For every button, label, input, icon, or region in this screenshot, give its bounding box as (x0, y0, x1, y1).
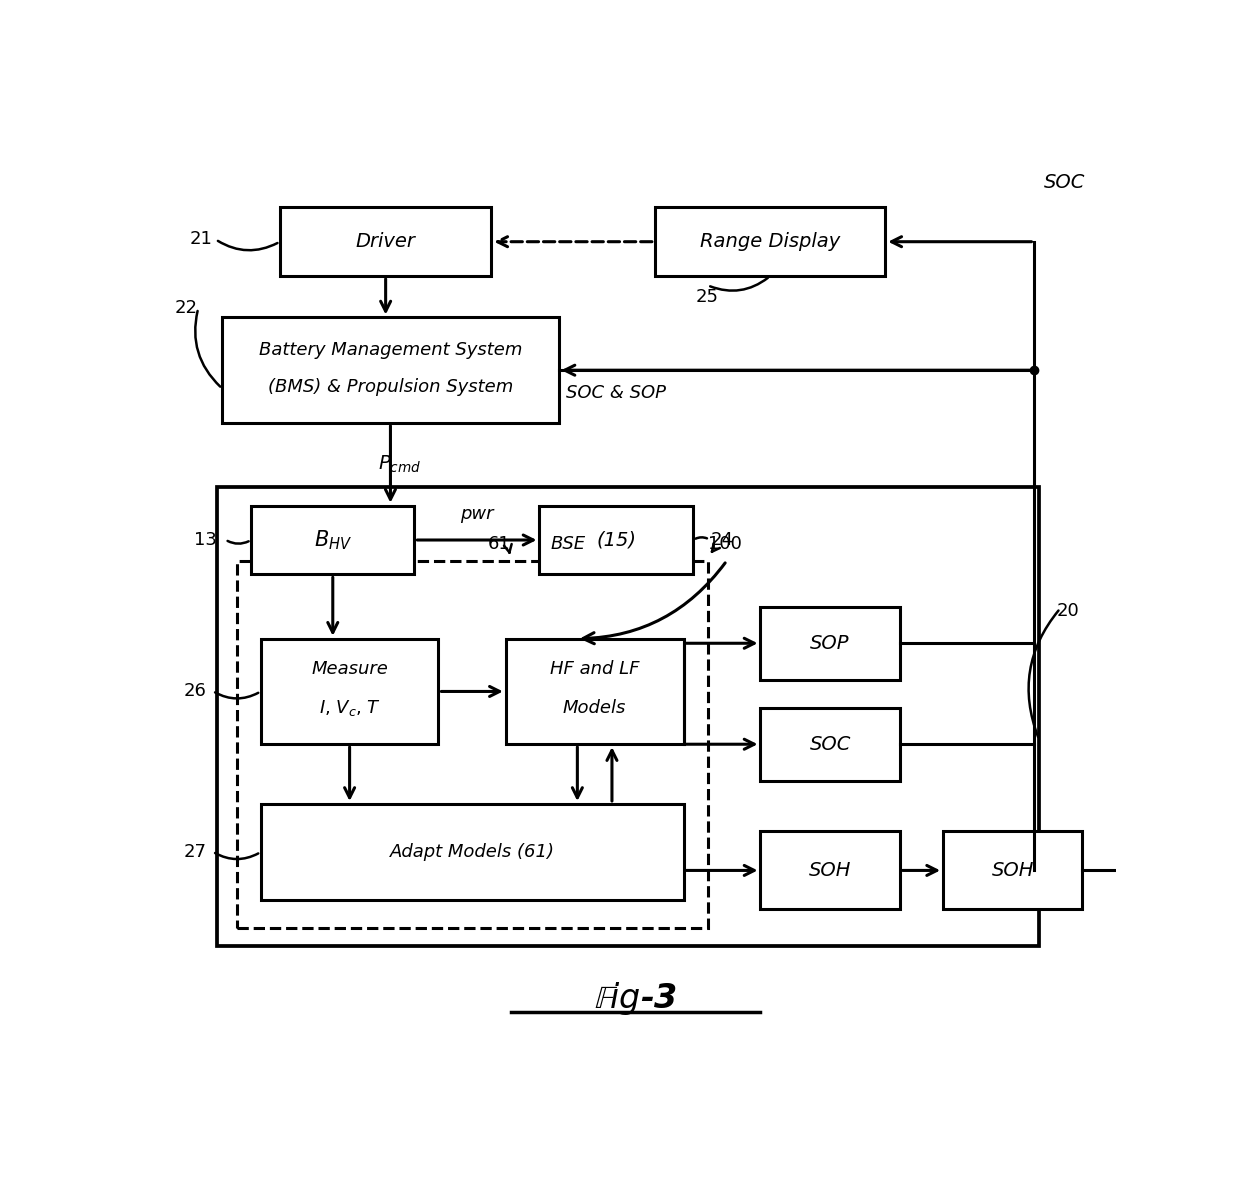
Text: SOH: SOH (992, 861, 1034, 880)
Text: SOC: SOC (810, 734, 851, 753)
Text: 25: 25 (696, 288, 719, 306)
FancyBboxPatch shape (217, 488, 1039, 946)
Text: Range Display: Range Display (699, 232, 841, 252)
FancyBboxPatch shape (655, 207, 885, 277)
Text: 100: 100 (708, 535, 742, 553)
Text: BSE: BSE (551, 535, 585, 553)
Text: $\mathit{B}_{\mathit{HV}}$: $\mathit{B}_{\mathit{HV}}$ (314, 528, 352, 552)
Text: SOC: SOC (1044, 173, 1085, 192)
Text: SOC & SOP: SOC & SOP (567, 384, 666, 402)
Text: Driver: Driver (356, 232, 415, 252)
FancyBboxPatch shape (506, 639, 683, 744)
FancyBboxPatch shape (260, 803, 683, 900)
Text: HF and LF: HF and LF (549, 660, 640, 678)
Text: $\mathit{I}$, $\mathit{V_c}$, $\mathit{T}$: $\mathit{I}$, $\mathit{V_c}$, $\mathit{T… (319, 699, 381, 718)
Text: Models: Models (563, 699, 626, 716)
Text: 13: 13 (193, 530, 217, 548)
Text: Measure: Measure (311, 660, 388, 678)
FancyBboxPatch shape (760, 607, 900, 679)
Text: $\mathit{P}_{cmd}$: $\mathit{P}_{cmd}$ (378, 454, 422, 474)
Text: SOH: SOH (808, 861, 852, 880)
Text: $\mathbb{F}$$\mathit{ig}$-3: $\mathbb{F}$$\mathit{ig}$-3 (594, 980, 677, 1017)
Text: 26: 26 (184, 682, 207, 700)
Text: (BMS) & Propulsion System: (BMS) & Propulsion System (268, 378, 513, 396)
Text: 21: 21 (190, 230, 212, 248)
FancyBboxPatch shape (250, 505, 414, 575)
FancyBboxPatch shape (942, 832, 1083, 909)
Text: 22: 22 (175, 299, 197, 317)
Text: pwr: pwr (460, 505, 494, 523)
Text: SOP: SOP (811, 634, 849, 653)
Text: 20: 20 (1056, 602, 1079, 620)
FancyBboxPatch shape (539, 505, 693, 575)
Text: Battery Management System: Battery Management System (259, 341, 522, 359)
FancyBboxPatch shape (760, 832, 900, 909)
Text: 24: 24 (711, 530, 734, 548)
Text: Adapt Models (61): Adapt Models (61) (389, 843, 554, 861)
FancyBboxPatch shape (280, 207, 491, 277)
Text: 61: 61 (487, 535, 511, 553)
FancyBboxPatch shape (760, 708, 900, 781)
Text: (15): (15) (596, 530, 636, 550)
Text: 27: 27 (184, 843, 207, 861)
FancyBboxPatch shape (237, 560, 708, 927)
FancyBboxPatch shape (260, 639, 439, 744)
FancyBboxPatch shape (222, 317, 558, 423)
